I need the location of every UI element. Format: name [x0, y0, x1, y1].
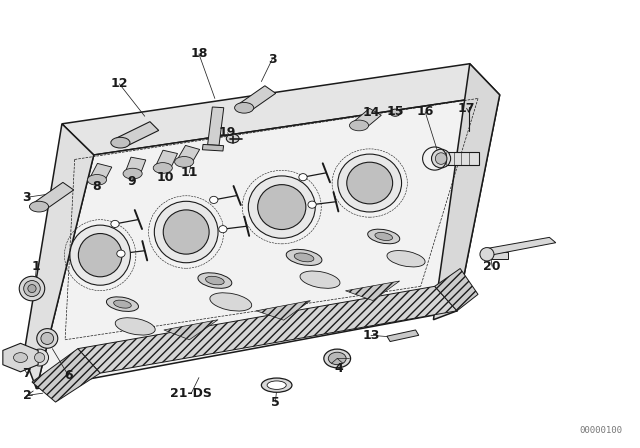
Ellipse shape — [154, 201, 218, 263]
Ellipse shape — [19, 276, 45, 301]
Text: 11: 11 — [180, 166, 198, 179]
Polygon shape — [32, 349, 100, 402]
Polygon shape — [78, 286, 457, 373]
Ellipse shape — [115, 318, 156, 335]
Ellipse shape — [328, 352, 346, 365]
Ellipse shape — [294, 253, 314, 262]
Ellipse shape — [114, 300, 131, 308]
Text: 8: 8 — [93, 180, 101, 193]
Ellipse shape — [116, 250, 125, 257]
Polygon shape — [487, 237, 556, 258]
Polygon shape — [34, 182, 74, 211]
Text: 5: 5 — [271, 396, 280, 409]
Ellipse shape — [219, 226, 227, 233]
Text: 13: 13 — [362, 329, 380, 342]
Polygon shape — [433, 64, 500, 320]
Ellipse shape — [29, 201, 49, 212]
Ellipse shape — [375, 233, 392, 241]
Polygon shape — [156, 150, 177, 170]
Ellipse shape — [267, 381, 286, 389]
Ellipse shape — [175, 156, 194, 167]
Ellipse shape — [480, 248, 494, 261]
Polygon shape — [207, 107, 224, 146]
Text: 15: 15 — [387, 105, 404, 118]
Text: 21-DS: 21-DS — [170, 387, 212, 400]
Ellipse shape — [308, 201, 316, 208]
Polygon shape — [3, 343, 38, 372]
Ellipse shape — [36, 329, 58, 348]
Polygon shape — [387, 330, 419, 341]
Ellipse shape — [258, 185, 306, 229]
Ellipse shape — [111, 220, 119, 228]
Text: 14: 14 — [362, 106, 380, 119]
Ellipse shape — [390, 109, 400, 116]
Text: 20: 20 — [483, 260, 501, 273]
Ellipse shape — [349, 120, 369, 131]
Ellipse shape — [31, 349, 49, 366]
Ellipse shape — [338, 154, 401, 212]
Ellipse shape — [13, 353, 28, 362]
Ellipse shape — [300, 271, 340, 289]
Ellipse shape — [153, 163, 172, 173]
Text: 3: 3 — [268, 53, 276, 66]
Ellipse shape — [24, 280, 40, 297]
Text: 19: 19 — [219, 126, 236, 139]
Text: 12: 12 — [111, 77, 128, 90]
Polygon shape — [36, 95, 500, 389]
Ellipse shape — [286, 250, 322, 265]
Text: 4: 4 — [335, 362, 344, 375]
Ellipse shape — [205, 276, 224, 285]
Ellipse shape — [248, 176, 316, 238]
Ellipse shape — [347, 162, 393, 204]
Ellipse shape — [198, 273, 232, 289]
Polygon shape — [164, 320, 218, 340]
Polygon shape — [90, 164, 112, 182]
Ellipse shape — [210, 196, 218, 203]
Text: 7: 7 — [22, 366, 31, 379]
Ellipse shape — [163, 210, 209, 254]
Ellipse shape — [261, 378, 292, 392]
Ellipse shape — [111, 137, 130, 148]
Text: 17: 17 — [458, 102, 476, 115]
Polygon shape — [24, 124, 94, 389]
Text: 16: 16 — [417, 105, 434, 118]
Ellipse shape — [431, 149, 451, 168]
Ellipse shape — [70, 225, 131, 285]
Polygon shape — [487, 252, 508, 259]
Polygon shape — [444, 152, 479, 165]
Polygon shape — [353, 108, 381, 129]
Text: 10: 10 — [157, 171, 175, 184]
Ellipse shape — [78, 233, 122, 277]
Polygon shape — [116, 122, 159, 147]
Text: 3: 3 — [22, 191, 31, 204]
Ellipse shape — [227, 134, 239, 143]
Text: 2: 2 — [22, 389, 31, 402]
Ellipse shape — [88, 175, 106, 185]
Ellipse shape — [368, 229, 400, 244]
Ellipse shape — [41, 332, 54, 345]
Text: 6: 6 — [64, 369, 72, 382]
Polygon shape — [346, 281, 399, 301]
Polygon shape — [435, 268, 478, 311]
Polygon shape — [256, 301, 310, 320]
Ellipse shape — [106, 297, 138, 311]
Text: 18: 18 — [190, 47, 207, 60]
Ellipse shape — [210, 293, 252, 311]
Ellipse shape — [324, 349, 351, 368]
Ellipse shape — [235, 103, 253, 113]
Ellipse shape — [35, 353, 45, 362]
Polygon shape — [239, 86, 276, 112]
Ellipse shape — [299, 174, 307, 181]
Polygon shape — [202, 144, 223, 151]
Polygon shape — [62, 64, 500, 155]
Ellipse shape — [387, 250, 425, 267]
Ellipse shape — [28, 284, 36, 293]
Ellipse shape — [435, 153, 447, 164]
Text: 9: 9 — [128, 175, 136, 188]
Text: 00000100: 00000100 — [580, 426, 623, 435]
Ellipse shape — [123, 168, 142, 179]
Text: 1: 1 — [32, 260, 41, 273]
Polygon shape — [177, 146, 200, 164]
Polygon shape — [125, 157, 146, 175]
